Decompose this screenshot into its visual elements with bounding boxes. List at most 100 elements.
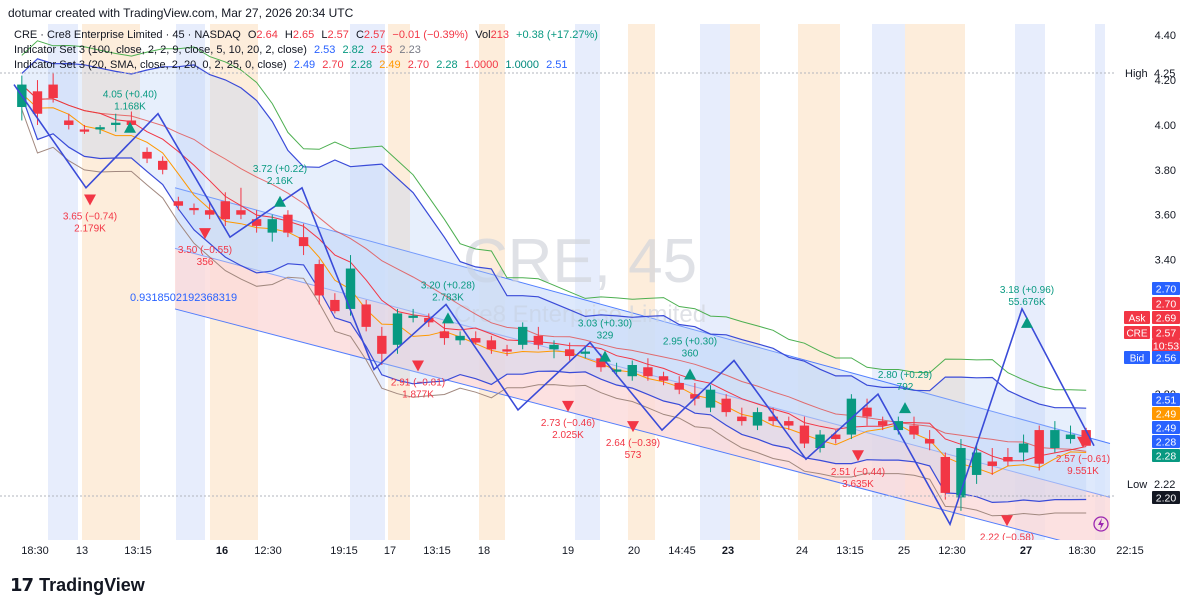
candle[interactable]	[674, 376, 684, 395]
candle[interactable]	[909, 416, 919, 440]
price-badge[interactable]: 2.20	[1152, 491, 1180, 505]
candle[interactable]	[471, 331, 481, 345]
price-badge[interactable]: 2.49	[1152, 421, 1180, 435]
candle[interactable]	[1065, 425, 1076, 444]
candle[interactable]	[971, 443, 982, 484]
candle[interactable]	[878, 416, 888, 431]
candle[interactable]	[987, 448, 997, 475]
candle[interactable]	[815, 430, 825, 453]
candle[interactable]	[799, 416, 810, 449]
candle[interactable]	[236, 187, 246, 220]
candle[interactable]	[408, 308, 418, 323]
candle[interactable]	[173, 196, 184, 211]
price-badge[interactable]: 2.70	[1152, 282, 1180, 296]
candle[interactable]	[627, 360, 637, 381]
candle[interactable]	[752, 407, 763, 431]
candle-body	[909, 425, 919, 435]
candle[interactable]	[721, 394, 731, 417]
candle[interactable]	[330, 293, 340, 314]
candle[interactable]	[502, 344, 512, 357]
candle[interactable]	[392, 308, 403, 354]
candle[interactable]	[533, 326, 544, 350]
candle[interactable]	[283, 210, 293, 238]
buy-signal[interactable]: 3.18 (+0.96)55.676K	[1000, 285, 1054, 328]
sell-signal[interactable]: 2.64 (−0.39)573	[606, 421, 660, 461]
price-badge[interactable]: 2.49	[1152, 407, 1180, 421]
candle[interactable]	[267, 214, 277, 242]
price-badge[interactable]: 2.56 Bid	[1124, 351, 1180, 365]
price-badge[interactable]: 2.28	[1152, 435, 1180, 449]
tradingview-logo-text: TradingView	[39, 575, 145, 595]
buy-signal[interactable]: 3.72 (+0.22)2.16K	[253, 164, 307, 207]
sell-signal[interactable]: 2.91 (−0.81)1.877K	[391, 360, 445, 400]
candle[interactable]	[924, 430, 935, 451]
candle[interactable]	[204, 201, 215, 220]
candle[interactable]	[1050, 421, 1060, 453]
buy-signal[interactable]: 2.95 (+0.30)360	[663, 337, 717, 380]
candle[interactable]	[737, 407, 747, 426]
candle-body	[564, 349, 575, 357]
candle[interactable]	[95, 124, 105, 134]
candle[interactable]	[1018, 434, 1029, 462]
legend-indicator-1[interactable]: Indicator Set 3 (100, close, 2, 2, 9, cl…	[14, 43, 598, 58]
zigzag-line	[13, 84, 1095, 527]
candle[interactable]	[345, 255, 356, 316]
price-badge[interactable]: 2.28	[1152, 449, 1180, 463]
candle[interactable]	[486, 335, 497, 354]
candle[interactable]	[298, 223, 309, 256]
price-badge-value: 10:53	[1153, 341, 1179, 353]
sell-signal[interactable]: 2.57 (−0.61)9.551K	[1056, 436, 1110, 477]
candle[interactable]	[690, 382, 700, 406]
price-badge[interactable]: 10:53	[1152, 339, 1180, 353]
candle[interactable]	[361, 299, 371, 332]
candle[interactable]	[158, 156, 168, 175]
tradingview-logo[interactable]: 𝟭𝟳 TradingView	[10, 575, 145, 596]
legend-indicator-2[interactable]: Indicator Set 3 (20, SMA, close, 2, 20, …	[14, 58, 598, 73]
candle[interactable]	[1034, 425, 1044, 471]
candle[interactable]	[940, 452, 950, 500]
candle[interactable]	[189, 203, 199, 215]
candle[interactable]	[251, 210, 262, 233]
candle[interactable]	[564, 342, 575, 361]
buy-signal[interactable]: 4.05 (+0.40)1.168K	[103, 90, 157, 133]
candle[interactable]	[846, 394, 857, 440]
sell-signal[interactable]: 2.51 (−0.44)3.635K	[831, 450, 885, 490]
price-badge[interactable]: 2.51	[1152, 393, 1180, 407]
candle[interactable]	[956, 439, 966, 511]
candle[interactable]	[518, 322, 528, 350]
price-badge[interactable]: 2.69 Ask	[1124, 311, 1180, 325]
candle[interactable]	[439, 322, 450, 345]
candle[interactable]	[314, 259, 324, 305]
candle[interactable]	[658, 371, 669, 386]
candle[interactable]	[455, 331, 465, 345]
candle[interactable]	[79, 124, 90, 134]
candle[interactable]	[705, 385, 716, 413]
buy-signal[interactable]: 3.20 (+0.28)2.783K	[421, 280, 475, 324]
low-value: 2.22	[1154, 479, 1175, 491]
sell-signal[interactable]: 3.50 (−0.55)356	[178, 228, 232, 268]
candle-body	[987, 461, 997, 466]
buy-signal[interactable]: 3.03 (+0.30)329	[578, 319, 632, 362]
candle[interactable]	[784, 416, 794, 431]
price-badge[interactable]: 2.70	[1152, 297, 1180, 311]
lightning-icon[interactable]	[1093, 516, 1109, 532]
candle[interactable]	[643, 358, 653, 381]
candle[interactable]	[377, 326, 387, 366]
candle-body	[815, 434, 825, 449]
sell-signal[interactable]: 2.73 (−0.46)2.025K	[541, 400, 595, 441]
candle[interactable]	[580, 347, 590, 359]
candle[interactable]	[142, 147, 152, 164]
candle[interactable]	[220, 192, 230, 226]
candle[interactable]	[1003, 448, 1013, 466]
price-badge-value: 2.57	[1156, 328, 1177, 340]
candle[interactable]	[111, 113, 121, 132]
legend-symbol-row[interactable]: CRE · Cre8 Enterprise Limited · 45 · NAS…	[14, 28, 598, 43]
buy-signal[interactable]: 2.80 (+0.29)792	[878, 370, 932, 414]
sell-signal[interactable]: 3.65 (−0.74)2.179K	[63, 194, 117, 234]
candle[interactable]	[549, 340, 559, 359]
candle[interactable]	[768, 407, 778, 426]
candle[interactable]	[64, 113, 74, 130]
candle[interactable]	[48, 73, 58, 103]
price-badge[interactable]: 2.57 CRE	[1124, 326, 1180, 340]
